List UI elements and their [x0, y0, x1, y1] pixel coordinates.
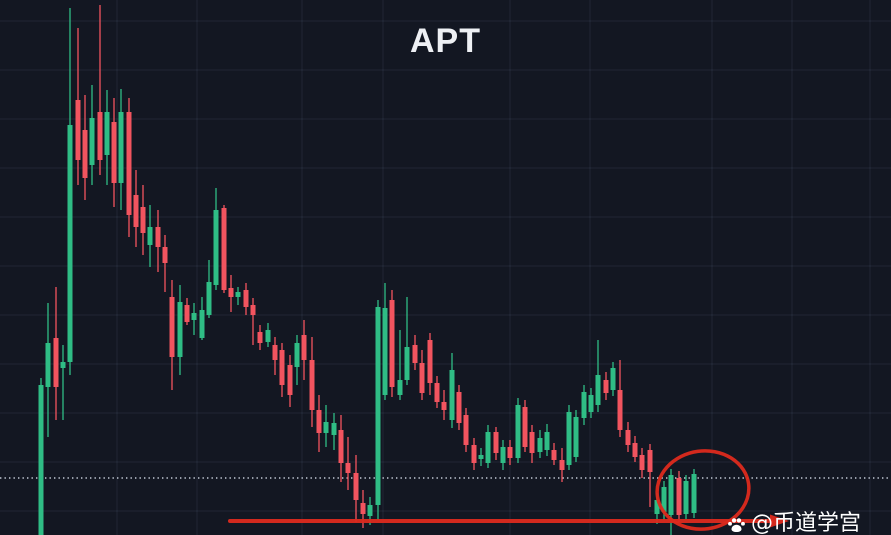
candle — [243, 283, 249, 315]
candle — [323, 405, 329, 447]
candle — [97, 5, 103, 175]
candle — [471, 438, 477, 470]
candle — [559, 448, 565, 482]
candle — [668, 469, 674, 535]
candle — [82, 95, 88, 200]
candle — [573, 410, 579, 462]
candle — [463, 408, 469, 452]
candle — [478, 448, 484, 466]
candle — [140, 185, 146, 255]
candle — [691, 469, 697, 518]
candle — [449, 353, 455, 428]
candle — [155, 210, 161, 272]
candle — [199, 297, 205, 340]
candle — [515, 398, 521, 463]
candle — [316, 395, 322, 452]
candle — [345, 437, 351, 490]
candle — [191, 303, 197, 335]
candle — [53, 287, 59, 420]
candle — [331, 413, 337, 450]
candle — [566, 405, 572, 470]
candle — [537, 430, 543, 458]
candle — [683, 475, 689, 519]
candle — [75, 28, 81, 185]
candle — [272, 337, 278, 375]
candle — [456, 385, 462, 430]
candle — [38, 378, 44, 535]
candle — [397, 330, 403, 400]
candle — [375, 300, 381, 520]
highlight-ellipse — [655, 449, 751, 531]
chart-title: APT — [410, 22, 481, 60]
candle — [338, 415, 344, 482]
candle — [89, 85, 95, 185]
candle — [639, 448, 645, 478]
watermark: @币道学宫 — [726, 511, 861, 535]
candle — [250, 298, 256, 345]
candle — [279, 343, 285, 397]
candle — [206, 260, 212, 318]
candle — [67, 8, 73, 375]
candle — [419, 350, 425, 400]
candle — [228, 275, 234, 312]
watermark-text: @币道学宫 — [751, 511, 862, 535]
candle — [294, 335, 300, 385]
candle — [500, 440, 506, 470]
candle — [45, 303, 51, 437]
candle — [265, 323, 271, 347]
paw-icon — [728, 518, 745, 532]
candle — [126, 98, 132, 237]
candle — [427, 333, 433, 395]
candle — [529, 425, 535, 463]
candle — [184, 298, 190, 325]
candle — [603, 372, 609, 400]
candle — [581, 385, 587, 425]
candle — [118, 89, 124, 210]
candle — [104, 90, 110, 185]
candle — [177, 285, 183, 375]
candle — [507, 440, 513, 465]
candle — [147, 205, 153, 267]
candle — [133, 170, 139, 247]
candle — [588, 388, 594, 418]
candle — [522, 400, 528, 452]
candle — [257, 325, 263, 350]
candle — [221, 205, 227, 293]
candles-layer — [38, 5, 697, 535]
candle — [647, 444, 653, 507]
candle — [111, 98, 117, 207]
candle — [287, 355, 293, 407]
candle — [309, 337, 315, 427]
candle — [353, 455, 359, 522]
candle — [213, 188, 219, 290]
candle — [625, 422, 631, 452]
candle — [617, 360, 623, 437]
candle — [485, 425, 491, 468]
candle — [162, 235, 168, 292]
candle — [434, 376, 440, 408]
candle — [60, 345, 66, 420]
support-line-arrowhead — [770, 514, 789, 528]
candle — [235, 287, 241, 305]
candle — [404, 297, 410, 385]
candle — [389, 290, 395, 397]
candle — [676, 471, 682, 522]
candle — [169, 280, 175, 390]
candle — [412, 335, 418, 370]
candle — [382, 283, 388, 400]
candle — [610, 362, 616, 396]
candle — [301, 320, 307, 380]
candle — [551, 443, 557, 465]
candle — [441, 390, 447, 420]
candle — [632, 436, 638, 462]
candle — [595, 340, 601, 412]
candle — [544, 424, 550, 456]
candle — [493, 427, 499, 460]
